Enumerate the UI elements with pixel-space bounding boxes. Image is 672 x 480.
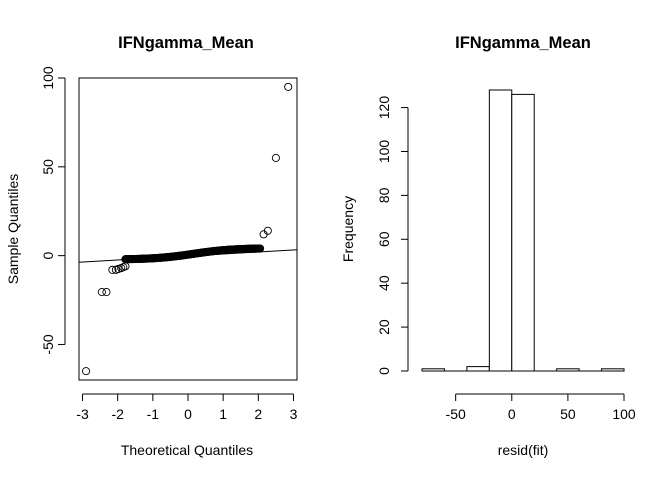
qq-x-tick-label: 3 <box>290 406 298 422</box>
histogram-bar <box>556 368 580 372</box>
histogram-y-tick-label: 60 <box>376 231 392 247</box>
histogram-bar <box>466 366 490 372</box>
histogram-y-tick-label: 80 <box>376 187 392 203</box>
qq-y-axis-label: Sample Quantiles <box>5 174 21 285</box>
histogram-y-tick-label: 40 <box>376 275 392 291</box>
histogram-bar <box>601 368 625 372</box>
qq-y-tick-label: 100 <box>40 66 56 90</box>
histogram-y-tick-label: 120 <box>376 96 392 120</box>
histogram-title: IFNgamma_Mean <box>455 34 591 52</box>
histogram-y-axis-label: Frequency <box>340 196 356 262</box>
qq-point <box>284 82 293 91</box>
qq-point <box>108 265 117 274</box>
histogram-x-tick-label: 100 <box>612 406 636 422</box>
qq-plot-title: IFNgamma_Mean <box>118 34 254 52</box>
qq-x-tick-label: 2 <box>254 406 262 422</box>
qq-point <box>256 244 265 253</box>
histogram-x-axis-label: resid(fit) <box>498 442 549 458</box>
qq-point <box>121 262 130 271</box>
qq-x-tick-label: -1 <box>147 406 160 422</box>
qq-y-tick-label: -50 <box>40 334 56 354</box>
histogram-bars-layer <box>421 89 625 372</box>
qq-plot-panel: IFNgamma_Mean -3 -2 -1 0 1 2 3 -50 0 50 100 Theore… <box>5 34 298 458</box>
qq-point <box>102 288 111 297</box>
qq-axes: -3 -2 -1 0 1 2 3 -50 0 50 100 <box>40 66 298 422</box>
qq-point <box>97 288 106 297</box>
qq-x-axis-label: Theoretical Quantiles <box>121 442 253 458</box>
qq-x-tick-label: -2 <box>111 406 124 422</box>
histogram-x-tick-label: 50 <box>560 406 576 422</box>
histogram-panel: IFNgamma_Mean -50 0 50 100 0 20 40 60 80 100 120 r… <box>340 34 636 458</box>
histogram-bar <box>421 368 445 372</box>
histogram-x-tick-label: -50 <box>446 406 466 422</box>
histogram-bar <box>511 93 535 372</box>
qq-plot-frame <box>78 77 298 381</box>
qq-point <box>271 153 280 162</box>
histogram-y-tick-label: 20 <box>376 319 392 335</box>
histogram-y-tick-label: 100 <box>376 140 392 164</box>
histogram-y-tick-label: 0 <box>376 367 392 375</box>
qq-points-layer <box>78 82 298 376</box>
qq-x-tick-label: -3 <box>76 406 89 422</box>
qq-y-tick-label: 50 <box>40 159 56 175</box>
histogram-bar <box>488 89 513 372</box>
histogram-axes: -50 0 50 100 0 20 40 60 80 100 120 <box>376 96 636 422</box>
qq-point <box>81 367 91 376</box>
qq-x-tick-label: 0 <box>184 406 192 422</box>
qq-x-tick-label: 1 <box>219 406 227 422</box>
qq-y-tick-label: 0 <box>40 252 56 260</box>
histogram-x-tick-label: 0 <box>508 406 516 422</box>
qq-point <box>263 226 272 235</box>
